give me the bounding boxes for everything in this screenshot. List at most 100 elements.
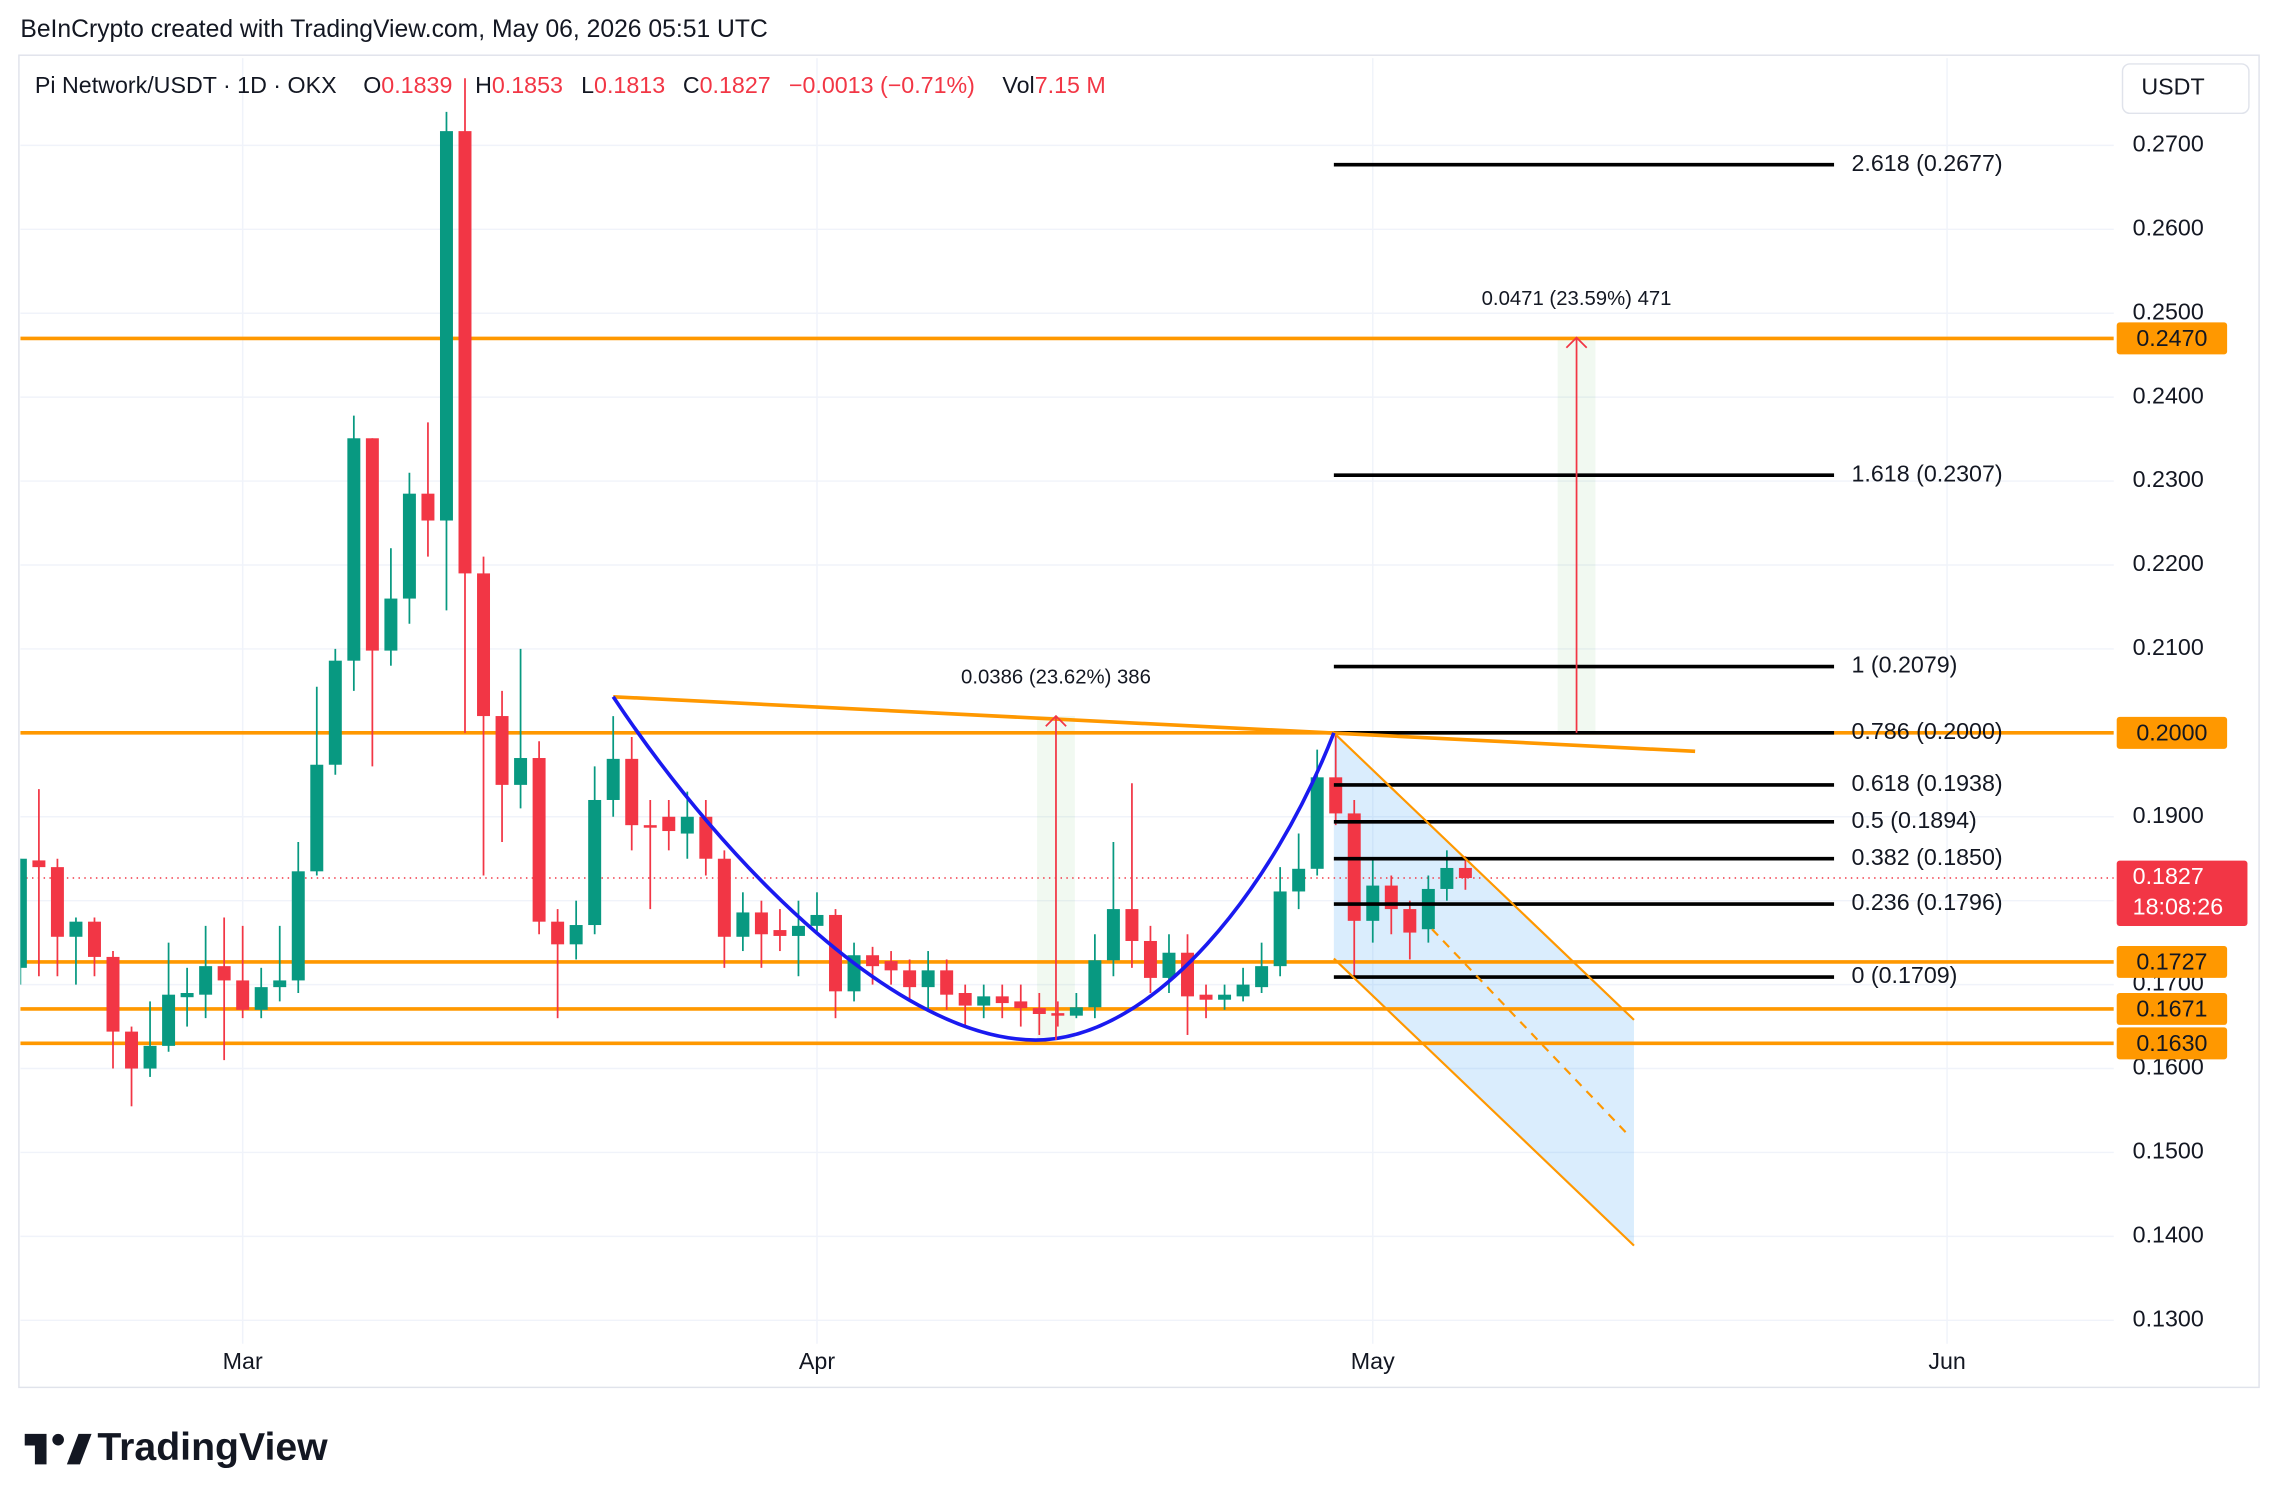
ohlc-key: L	[581, 72, 594, 98]
candle-body	[588, 799, 602, 926]
candle-body	[680, 816, 694, 834]
frame	[18, 54, 2260, 1389]
y-tick-label: 0.1400	[2133, 1222, 2204, 1248]
fib-label: 1 (0.2079)	[1851, 652, 1957, 678]
ohlc-value: 0.1853	[492, 72, 563, 98]
candle-body	[1310, 777, 1324, 869]
candle-body	[662, 816, 676, 832]
ohlc-value: 0.1827	[700, 72, 771, 98]
candle-body	[254, 987, 268, 1010]
candle-body	[125, 1031, 139, 1069]
candle-body	[1255, 966, 1269, 988]
candle-body	[180, 993, 194, 998]
currency-button[interactable]	[2121, 63, 2250, 115]
fib-label: 0.382 (0.1850)	[1851, 844, 2002, 870]
candle-body	[1347, 813, 1361, 921]
ohlc-value: 0.1813	[594, 72, 665, 98]
candle-body	[32, 860, 46, 868]
candle-body	[421, 493, 435, 521]
level-price-label: 0.1630	[2136, 1030, 2207, 1056]
candle-body	[1329, 777, 1343, 814]
candle-body	[1051, 1013, 1065, 1016]
logo-slash	[66, 1433, 92, 1465]
y-tick-label: 0.2300	[2133, 466, 2204, 492]
candle-body	[69, 921, 83, 937]
fib-label: 0.786 (0.2000)	[1851, 718, 2002, 744]
candle-body	[365, 438, 379, 651]
candle-body	[995, 996, 1009, 1004]
candle-body	[717, 858, 731, 937]
fib-label: 0 (0.1709)	[1851, 962, 1957, 988]
candle-body	[884, 961, 898, 971]
candle-body	[977, 996, 991, 1006]
candle-body	[606, 758, 620, 800]
candle-body	[1458, 867, 1472, 879]
fib-label: 0.236 (0.1796)	[1851, 889, 2002, 915]
candle-body	[1403, 909, 1417, 933]
candle-body	[1088, 960, 1102, 1008]
level-price-label: 0.1671	[2136, 996, 2207, 1022]
candle-body	[439, 131, 453, 521]
candle-body	[310, 764, 324, 872]
measure-label: 0.0386 (23.62%) 386	[961, 667, 1151, 689]
candle-body	[532, 758, 546, 922]
candle-body	[569, 925, 583, 945]
y-tick-label: 0.1300	[2133, 1305, 2204, 1331]
logo	[24, 1433, 92, 1465]
candle-body	[347, 438, 361, 661]
level-price-label: 0.2000	[2136, 719, 2207, 745]
change: −0.0013 (−0.71%)	[789, 72, 975, 98]
candle-body	[1218, 994, 1232, 1000]
arrow-head	[1045, 714, 1067, 727]
x-tick-label: May	[1351, 1348, 1395, 1374]
logo-dot	[52, 1433, 64, 1446]
candle-body	[162, 994, 176, 1046]
candle-body	[50, 867, 64, 937]
candle-body	[495, 716, 509, 785]
y-tick-label: 0.2200	[2133, 550, 2204, 576]
channel-fill	[1333, 732, 1634, 1246]
candle-body	[958, 993, 972, 1006]
candle-body	[551, 921, 565, 945]
grid	[20, 58, 2114, 1344]
candle-body	[773, 930, 787, 936]
candle-body	[866, 955, 880, 967]
candle-body	[328, 660, 342, 765]
y-tick-label: 0.2100	[2133, 634, 2204, 660]
level-price-box	[2116, 1027, 2228, 1060]
trendline	[613, 694, 1696, 754]
ohlc-key: C	[683, 72, 700, 98]
logo-mark	[24, 1433, 47, 1465]
fib-label: 0.5 (0.1894)	[1851, 807, 1976, 833]
ohlc-value: 0.1839	[381, 72, 452, 98]
x-tick-label: Mar	[223, 1348, 263, 1374]
candle-body	[402, 493, 416, 599]
candle-body	[1440, 867, 1454, 889]
candle-body	[1162, 952, 1176, 978]
candle-body	[1106, 909, 1120, 961]
last-price-label: 0.1827	[2133, 863, 2204, 889]
candle-body	[699, 816, 713, 859]
symbol: Pi Network/USDT · 1D · OKX	[35, 72, 337, 98]
y-tick-label: 0.2400	[2133, 382, 2204, 408]
candle-body	[1032, 1008, 1046, 1014]
candle-body	[273, 980, 287, 988]
ohlc-key: O	[363, 72, 381, 98]
brand: TradingView	[97, 1425, 328, 1469]
candle-body	[87, 921, 101, 957]
countdown: 18:08:26	[2133, 894, 2223, 920]
candle-body	[625, 758, 639, 826]
axis: 0.13000.14000.15000.16000.17000.18000.19…	[223, 131, 2248, 1374]
channel-line	[1333, 957, 1635, 1247]
currency-label[interactable]: USDT	[2141, 74, 2204, 100]
candle-body	[754, 912, 768, 935]
candle-body	[458, 131, 472, 574]
level-price-label: 0.1727	[2136, 949, 2207, 975]
candle-body	[384, 598, 398, 651]
y-tick-label: 0.2600	[2133, 214, 2204, 240]
credit: BeInCrypto created with TradingView.com,…	[20, 16, 767, 43]
candle-body	[199, 966, 213, 995]
fib-label: 1.618 (0.2307)	[1851, 460, 2002, 486]
candle-body	[736, 912, 750, 937]
candle-body	[477, 573, 491, 717]
